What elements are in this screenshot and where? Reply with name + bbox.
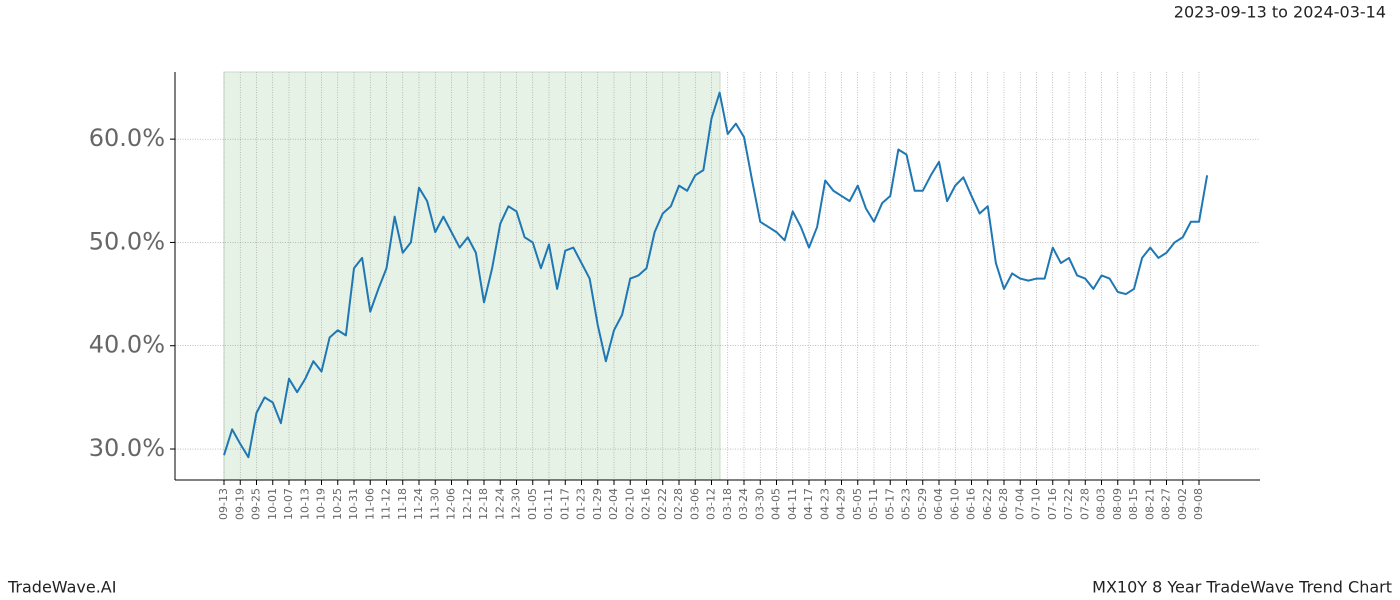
y-tick-label: 60.0% xyxy=(89,124,165,152)
x-tick-label: 05-17 xyxy=(883,488,896,520)
x-tick-label: 04-11 xyxy=(786,488,799,520)
x-tick-label: 01-23 xyxy=(575,488,588,520)
x-tick-label: 12-06 xyxy=(445,488,458,520)
x-tick-label: 06-28 xyxy=(997,488,1010,520)
x-tick-label: 07-28 xyxy=(1078,488,1091,520)
x-tick-label: 05-05 xyxy=(851,488,864,520)
x-tick-label: 07-16 xyxy=(1046,488,1059,520)
footer-right: MX10Y 8 Year TradeWave Trend Chart xyxy=(1092,578,1392,597)
x-tick-label: 07-22 xyxy=(1062,488,1075,520)
x-tick-label: 03-18 xyxy=(721,488,734,520)
x-tick-label: 05-29 xyxy=(916,488,929,520)
x-tick-label: 01-29 xyxy=(591,488,604,520)
x-tick-label: 08-21 xyxy=(1143,488,1156,520)
x-tick-label: 10-01 xyxy=(266,488,279,520)
x-tick-label: 08-03 xyxy=(1095,488,1108,520)
x-tick-label: 08-15 xyxy=(1127,488,1140,520)
highlight-region xyxy=(223,71,721,481)
x-tick-label: 02-10 xyxy=(623,488,636,520)
x-tick-label: 10-25 xyxy=(331,488,344,520)
x-tick-label: 05-11 xyxy=(867,488,880,520)
x-tick-label: 12-24 xyxy=(493,488,506,520)
y-tick-label: 40.0% xyxy=(89,331,165,359)
x-tick-label: 04-23 xyxy=(818,488,831,520)
x-tick-label: 06-22 xyxy=(981,488,994,520)
data-line xyxy=(223,91,1209,459)
x-tick-label: 10-07 xyxy=(282,488,295,520)
x-tick-label: 07-10 xyxy=(1030,488,1043,520)
footer-left: TradeWave.AI xyxy=(7,578,116,597)
x-tick-label: 06-10 xyxy=(948,488,961,520)
x-tick-label: 03-06 xyxy=(688,488,701,520)
x-tick-label: 12-18 xyxy=(477,488,490,520)
x-tick-label: 11-24 xyxy=(412,488,425,520)
x-tick-label: 07-04 xyxy=(1013,488,1026,520)
x-tick-label: 04-29 xyxy=(835,488,848,520)
x-tick-label: 11-18 xyxy=(396,488,409,520)
x-tick-label: 09-02 xyxy=(1176,488,1189,520)
x-tick-label: 01-11 xyxy=(542,488,555,520)
y-tick-label: 30.0% xyxy=(89,434,165,462)
x-tick-label: 02-16 xyxy=(640,488,653,520)
x-tick-label: 10-13 xyxy=(298,488,311,520)
y-tick-label: 50.0% xyxy=(89,227,165,255)
x-tick-label: 02-22 xyxy=(656,488,669,520)
x-tick-label: 03-30 xyxy=(753,488,766,520)
x-tick-label: 11-12 xyxy=(380,488,393,520)
x-tick-label: 09-13 xyxy=(217,488,230,520)
x-tick-label: 09-19 xyxy=(233,488,246,520)
x-tick-label: 01-05 xyxy=(526,488,539,520)
x-tick-label: 11-30 xyxy=(428,488,441,520)
x-tick-label: 06-16 xyxy=(965,488,978,520)
x-tick-label: 03-12 xyxy=(705,488,718,520)
x-tick-label: 11-06 xyxy=(363,488,376,520)
x-tick-label: 04-05 xyxy=(770,488,783,520)
x-tick-label: 06-04 xyxy=(932,488,945,520)
x-tick-label: 02-04 xyxy=(607,488,620,520)
x-tick-label: 09-08 xyxy=(1192,488,1205,520)
x-tick-label: 04-17 xyxy=(802,488,815,520)
x-tick-label: 12-12 xyxy=(461,488,474,520)
chart-title: 2023-09-13 to 2024-03-14 xyxy=(1174,3,1386,22)
x-tick-label: 03-24 xyxy=(737,488,750,520)
x-tick-label: 05-23 xyxy=(900,488,913,520)
x-tick-label: 08-09 xyxy=(1111,488,1124,520)
x-tick-label: 10-19 xyxy=(315,488,328,520)
x-tick-label: 08-27 xyxy=(1160,488,1173,520)
x-tick-label: 01-17 xyxy=(558,488,571,520)
x-tick-label: 10-31 xyxy=(347,488,360,520)
x-tick-label: 02-28 xyxy=(672,488,685,520)
x-tick-label: 12-30 xyxy=(510,488,523,520)
x-tick-label: 09-25 xyxy=(250,488,263,520)
